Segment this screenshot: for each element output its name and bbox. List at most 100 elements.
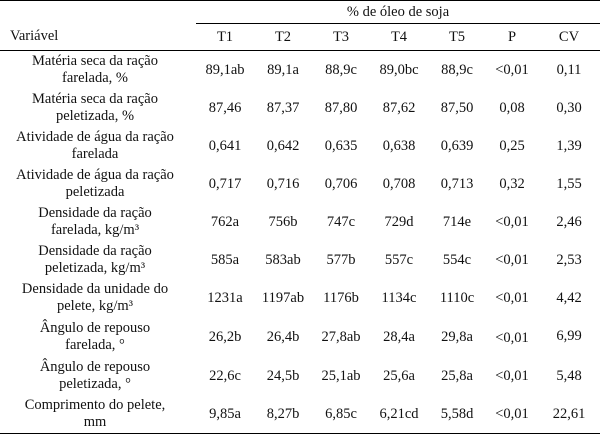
row-label: Comprimento do pelete, mm xyxy=(0,395,196,434)
cell-t3: 27,8ab xyxy=(321,328,361,345)
cell-t1: 87,46 xyxy=(208,99,242,116)
cell-cv: 22,61 xyxy=(538,395,600,434)
cell-t1: 1231a xyxy=(207,289,243,306)
table-row: Densidade da unidade do pelete, kg/m³ 1231… xyxy=(0,279,600,317)
cell-cv: 1,39 xyxy=(556,137,582,154)
cell-cv: 5,48 xyxy=(556,367,582,384)
row-label-line: farelada xyxy=(71,146,119,162)
table-row: Matéria seca da ração peletizada, % 87,46 8… xyxy=(0,89,600,127)
cell-cv: 4,42 xyxy=(556,289,582,306)
cell-t1: 0,641 xyxy=(208,137,242,154)
cell-t3: 577b xyxy=(326,251,356,268)
row-label-line: pelete, kg/m³ xyxy=(56,298,134,314)
cell-t1: 26,2b xyxy=(208,328,242,345)
row-label-line: peletizada, % xyxy=(55,108,135,124)
table-row: Atividade de água da ração farelada 0,641 0… xyxy=(0,127,600,165)
cell-cv: 6,99 xyxy=(556,327,582,344)
cell-t3: 747c xyxy=(326,213,356,230)
column-header-t2: T2 xyxy=(254,23,312,51)
column-header-t3: T3 xyxy=(312,23,370,51)
cell-cv: 2,53 xyxy=(556,251,582,268)
row-label: Densidade da ração peletizada, kg/m³ xyxy=(0,241,196,279)
row-label: Densidade da ração farelada, kg/m³ xyxy=(0,203,196,241)
header-group-row: % de óleo de soja xyxy=(0,0,600,24)
cell-t3: 6,85c xyxy=(312,395,370,434)
cell-t1: 22,6c xyxy=(209,367,241,384)
row-label-line: peletizada, ° xyxy=(59,376,131,392)
cell-t5: 1110c xyxy=(439,289,475,306)
cell-t3: 0,635 xyxy=(324,137,358,154)
row-label-line: Matéria seca da ração xyxy=(32,53,158,69)
cell-t4: 89,0bc xyxy=(379,61,419,78)
cell-t3: 25,1ab xyxy=(321,367,361,384)
cell-t1: 585a xyxy=(210,251,240,268)
cell-cv: 1,55 xyxy=(556,175,582,192)
row-label: Ângulo de repouso farelada, ° xyxy=(0,317,196,357)
cell-t2: 87,37 xyxy=(266,99,300,116)
row-label: Matéria seca da ração peletizada, % xyxy=(0,89,196,127)
cell-t5: 0,639 xyxy=(440,137,474,154)
row-label: Ângulo de repouso peletizada, ° xyxy=(0,357,196,395)
cell-t2: 583ab xyxy=(265,251,301,268)
table-row: Comprimento do pelete, mm 9,85a 8,27b 6,85c 6… xyxy=(0,395,600,434)
cell-t2: 756b xyxy=(268,213,298,230)
header-empty-cell xyxy=(0,0,196,24)
cell-t1: 9,85a xyxy=(196,395,254,434)
column-header-t5: T5 xyxy=(428,23,486,51)
cell-t1: 89,1ab xyxy=(205,61,245,78)
cell-t5: 0,713 xyxy=(440,175,474,192)
cell-t5: 714e xyxy=(442,213,472,230)
table-row: Densidade da ração peletizada, kg/m³ 585a 5… xyxy=(0,241,600,279)
cell-t5: 554c xyxy=(442,251,472,268)
row-label-line: Densidade da ração xyxy=(38,243,152,259)
cell-t4: 1134c xyxy=(381,289,417,306)
column-header-variable: Variável xyxy=(0,23,196,51)
table-row: Densidade da ração farelada, kg/m³ 762a 756… xyxy=(0,203,600,241)
cell-t4: 729d xyxy=(384,213,414,230)
cell-t2: 24,5b xyxy=(266,367,300,384)
row-label-line: peletizada, kg/m³ xyxy=(44,260,146,276)
cell-p: 0,08 xyxy=(499,99,525,116)
row-label-line: peletizada xyxy=(65,184,125,200)
group-header-soy-oil: % de óleo de soja xyxy=(196,0,600,24)
row-label-line: mm xyxy=(83,414,107,430)
row-label: Atividade de água da ração peletizada xyxy=(0,165,196,203)
cell-t5: 5,58d xyxy=(428,395,486,434)
row-label-line: Densidade da unidade do xyxy=(21,281,169,297)
row-label: Densidade da unidade do pelete, kg/m³ xyxy=(0,279,196,317)
cell-t2: 8,27b xyxy=(254,395,312,434)
cell-cv: 2,46 xyxy=(556,213,582,230)
cell-t3: 88,9c xyxy=(325,61,357,78)
cell-t2: 0,716 xyxy=(266,175,300,192)
cell-t3: 1176b xyxy=(323,289,359,306)
column-header-p: P xyxy=(486,23,538,51)
table-body: Matéria seca da ração farelada, % 89,1ab 89… xyxy=(0,51,600,434)
cell-t4: 25,6a xyxy=(383,367,415,384)
cell-t4: 0,708 xyxy=(382,175,416,192)
cell-p: <0,01 xyxy=(495,213,529,230)
row-label-line: Ângulo de repouso xyxy=(39,359,151,375)
cell-cv: 0,30 xyxy=(556,99,582,116)
table-row: Atividade de água da ração peletizada 0,71… xyxy=(0,165,600,203)
cell-t5: 87,50 xyxy=(440,99,474,116)
cell-p: <0,01 xyxy=(495,289,529,306)
cell-p: <0,01 xyxy=(486,395,538,434)
cell-t1: 762a xyxy=(210,213,240,230)
row-label-line: farelada, kg/m³ xyxy=(50,222,140,238)
row-label: Atividade de água da ração farelada xyxy=(0,127,196,165)
cell-t4: 6,21cd xyxy=(370,395,428,434)
column-header-t4: T4 xyxy=(370,23,428,51)
cell-t2: 1197ab xyxy=(261,289,305,306)
row-label-line: Densidade da ração xyxy=(38,205,152,221)
cell-p: 0,32 xyxy=(499,175,525,192)
row-label-line: Ângulo de repouso xyxy=(39,320,151,336)
cell-t5: 25,8a xyxy=(441,367,473,384)
cell-t2: 26,4b xyxy=(266,328,300,345)
table-row: Ângulo de repouso peletizada, ° 22,6c 24,5b… xyxy=(0,357,600,395)
row-label-line: Atividade de água da ração xyxy=(16,167,174,183)
row-label-line: Matéria seca da ração xyxy=(32,91,158,107)
cell-t3: 87,80 xyxy=(324,99,358,116)
row-label-line: farelada, % xyxy=(61,70,128,86)
cell-p: <0,01 xyxy=(495,367,529,384)
